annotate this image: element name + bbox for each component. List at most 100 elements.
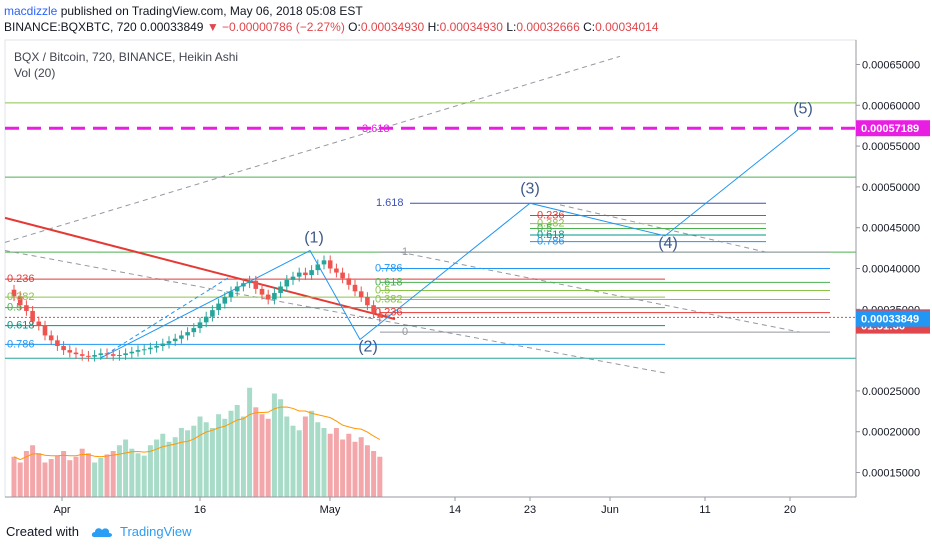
volume-bar <box>290 425 296 497</box>
price-tag[interactable] <box>856 310 930 327</box>
volume-bar <box>116 445 122 497</box>
volume-bar <box>185 430 191 497</box>
time-tick-label: 23 <box>524 504 536 516</box>
candle-body <box>98 353 104 356</box>
candle-body <box>191 328 197 333</box>
price-tick-label: 0.00020000 <box>862 427 920 439</box>
fib-level-label: 0.786 <box>537 236 565 248</box>
symbol-label[interactable]: BINANCE:BQXBTC, 720 <box>4 20 137 34</box>
candle-body <box>259 288 265 295</box>
volume-bar <box>98 457 104 497</box>
open-label: O: <box>348 20 361 34</box>
open-value: 0.00034930 <box>360 20 425 34</box>
wave-guide-line <box>99 276 231 359</box>
candle-body <box>148 347 153 350</box>
candle-body <box>185 332 190 336</box>
retracement-label: 0.5 <box>375 285 390 297</box>
ohlc-line: BINANCE:BQXBTC, 720 0.00033849 ▼ −0.0000… <box>4 20 659 34</box>
candle-body <box>290 276 296 280</box>
candle-body <box>123 353 128 356</box>
candle-body <box>166 341 172 344</box>
volume-bar <box>160 433 166 497</box>
volume-bar <box>154 439 160 497</box>
candle-body <box>272 292 277 300</box>
candle-body <box>154 346 159 348</box>
low-value: 0.00032666 <box>516 20 580 34</box>
volume-bar <box>36 453 42 497</box>
tradingview-brand[interactable]: TradingView <box>120 524 192 539</box>
candle-layer <box>11 255 383 362</box>
author-link[interactable]: macdizzle <box>4 4 58 18</box>
volume-bar <box>364 445 370 497</box>
price-axis[interactable]: 0.00065000 0.00060000 0.00055000 0.00050000… <box>855 40 930 497</box>
volume-bar <box>327 433 333 497</box>
volume-bar <box>216 414 222 497</box>
time-tick-label: 14 <box>449 504 461 516</box>
volume-bar <box>333 428 339 497</box>
volume-layer <box>11 387 383 497</box>
volume-bar <box>377 456 383 497</box>
volume-bar <box>259 414 265 497</box>
candle-body <box>210 310 215 317</box>
volume-bar <box>197 416 203 497</box>
fib-level-label: 1.618 <box>376 197 404 209</box>
candle-body <box>222 297 228 304</box>
volume-bar <box>67 460 73 497</box>
volume-bar <box>247 387 253 497</box>
volume-bar <box>129 448 135 497</box>
candle-body <box>179 335 184 339</box>
candle-body <box>346 278 352 285</box>
price-tag[interactable] <box>856 120 930 137</box>
chart-title: BQX / Bitcoin, 720, BINANCE, Heikin Ashi <box>14 50 239 64</box>
candle-body <box>203 316 209 323</box>
footer: Created with TradingView <box>6 524 192 539</box>
candle-body <box>278 286 283 293</box>
volume-bar <box>85 453 91 497</box>
chart-header: macdizzle published on TradingView.com, … <box>4 2 924 80</box>
volume-bar <box>284 416 290 497</box>
candle-body <box>135 350 141 352</box>
fib-extension-label: 3.618 <box>362 123 390 135</box>
upper-channel-line <box>4 55 621 243</box>
time-axis[interactable]: Apr 16 May 14 23 Jun 11 20 <box>5 496 856 516</box>
volume-bar <box>352 441 358 497</box>
created-with-text: Created with <box>6 524 79 539</box>
volume-bar <box>271 393 277 497</box>
volume-indicator-label: Vol (20) <box>14 66 56 80</box>
retracement-label: 1 <box>402 246 408 258</box>
wave-label: (4) <box>658 235 678 252</box>
candle-body <box>352 284 358 292</box>
volume-bar <box>265 418 271 497</box>
candle-body <box>377 313 383 318</box>
volume-bar <box>209 428 215 497</box>
volume-bar <box>73 456 79 497</box>
candle-body <box>340 272 345 279</box>
time-tick-label: Apr <box>53 504 70 516</box>
retracement-label: 0.382 <box>375 294 403 306</box>
time-tick-label: 16 <box>194 504 206 516</box>
fib-level-label: 0.382 <box>537 218 565 230</box>
price-tick-label: 0.00015000 <box>862 468 920 480</box>
candle-body <box>24 305 29 311</box>
candle-body <box>216 303 221 311</box>
candle-body <box>296 272 302 277</box>
volume-bar <box>135 453 141 497</box>
candle-body <box>334 268 339 273</box>
volume-bar <box>17 462 23 497</box>
candle-body <box>247 280 252 284</box>
retracement-label: 0.786 <box>375 263 403 275</box>
candle-body <box>86 355 91 357</box>
wave-label: (2) <box>358 339 378 356</box>
candle-body <box>309 270 314 276</box>
wave-label: (3) <box>520 180 540 197</box>
volume-bar <box>23 451 29 497</box>
volume-bar <box>191 425 197 497</box>
candle-body <box>61 346 66 351</box>
close-label: C: <box>583 20 596 34</box>
volume-bar <box>234 405 240 497</box>
price-tag-text: 0.00057189 <box>861 123 919 135</box>
candle-body <box>117 355 122 357</box>
volume-bar <box>302 416 308 497</box>
fib-level-label: 0.618 <box>537 229 565 241</box>
